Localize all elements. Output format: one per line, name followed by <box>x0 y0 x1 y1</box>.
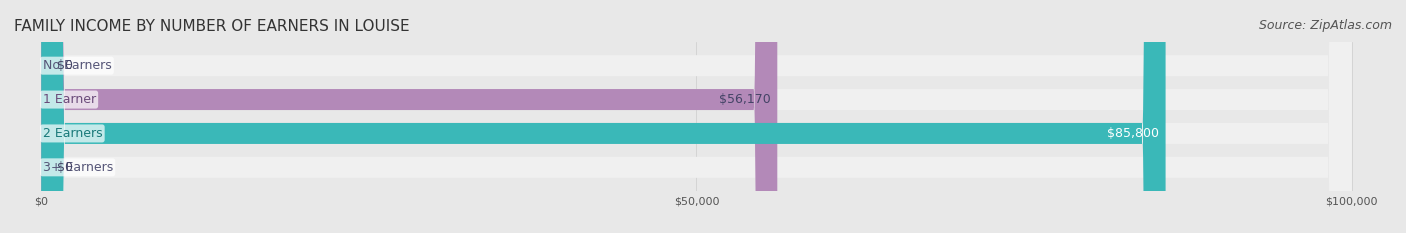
FancyBboxPatch shape <box>41 0 1166 233</box>
Text: $0: $0 <box>58 59 73 72</box>
FancyBboxPatch shape <box>41 0 778 233</box>
Text: No Earners: No Earners <box>42 59 111 72</box>
FancyBboxPatch shape <box>41 0 1351 233</box>
FancyBboxPatch shape <box>41 0 1351 233</box>
FancyBboxPatch shape <box>41 0 1351 233</box>
Text: 2 Earners: 2 Earners <box>42 127 103 140</box>
Text: $85,800: $85,800 <box>1107 127 1159 140</box>
Text: $56,170: $56,170 <box>718 93 770 106</box>
FancyBboxPatch shape <box>41 0 1351 233</box>
Text: Source: ZipAtlas.com: Source: ZipAtlas.com <box>1258 19 1392 32</box>
Text: 3+ Earners: 3+ Earners <box>42 161 112 174</box>
Text: $0: $0 <box>58 161 73 174</box>
Text: 1 Earner: 1 Earner <box>42 93 96 106</box>
Text: FAMILY INCOME BY NUMBER OF EARNERS IN LOUISE: FAMILY INCOME BY NUMBER OF EARNERS IN LO… <box>14 19 409 34</box>
